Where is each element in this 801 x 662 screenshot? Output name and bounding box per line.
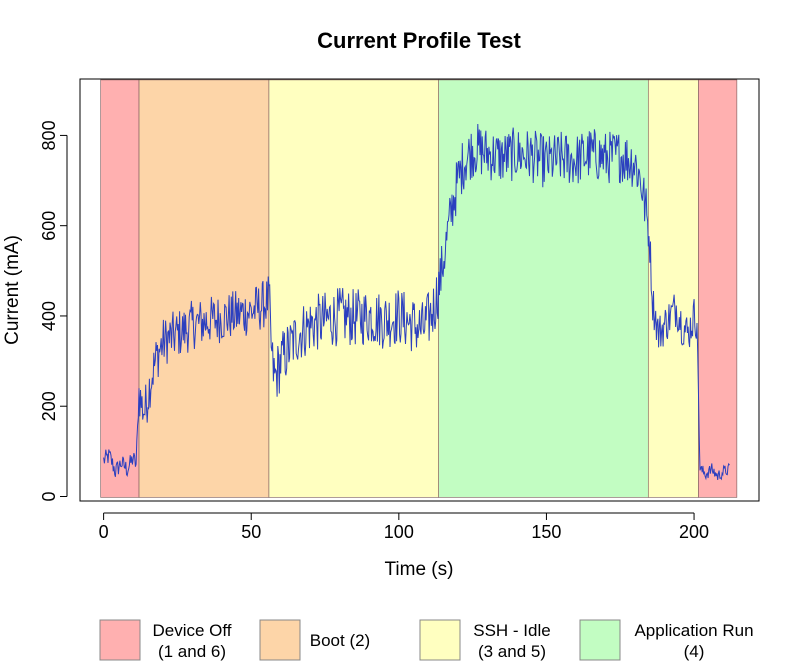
legend-label-2: SSH - Idle	[473, 621, 550, 640]
legend: Device Off (1 and 6) Boot (2) SSH - Idle (3 …	[99, 619, 754, 661]
y-tick-label: 400	[39, 301, 59, 331]
legend-key-0	[99, 619, 141, 661]
legend-key-2	[419, 619, 461, 661]
legend-key-3	[579, 619, 621, 661]
chart-title: Current Profile Test	[317, 28, 521, 53]
current-series-line	[103, 123, 730, 481]
legend-label-1: Boot (2)	[310, 631, 370, 650]
x-tick-label: 0	[99, 522, 109, 542]
y-axis-label: Current (mA)	[2, 235, 23, 345]
x-tick-label: 200	[679, 522, 709, 542]
phase-band-4	[647, 79, 699, 498]
current-line-layer	[103, 123, 730, 481]
legend-label-2-line2: (3 and 5)	[478, 642, 546, 661]
x-axis: 0 50 100 150 200	[99, 512, 709, 542]
legend-key-1	[259, 619, 301, 661]
y-tick-label: 0	[39, 491, 59, 501]
x-tick-label: 50	[241, 522, 261, 542]
y-tick-label: 600	[39, 211, 59, 241]
x-axis-label: Time (s)	[385, 559, 454, 580]
phase-band-2	[268, 79, 439, 498]
y-tick-label: 800	[39, 120, 59, 150]
y-axis: 0 200 400 600 800	[39, 120, 68, 501]
legend-label-0: Device Off	[152, 621, 231, 640]
phase-band-1	[138, 79, 270, 498]
phase-band-5	[698, 79, 738, 498]
x-tick-label: 100	[384, 522, 414, 542]
phase-band-0	[100, 79, 140, 498]
phase-bands	[100, 79, 738, 498]
legend-label-3: Application Run	[634, 621, 753, 640]
x-tick-label: 150	[531, 522, 561, 542]
plot-frame	[79, 78, 760, 502]
y-tick-label: 200	[39, 391, 59, 421]
legend-label-0-line2: (1 and 6)	[158, 642, 226, 661]
legend-label-3-line2: (4)	[684, 642, 705, 661]
